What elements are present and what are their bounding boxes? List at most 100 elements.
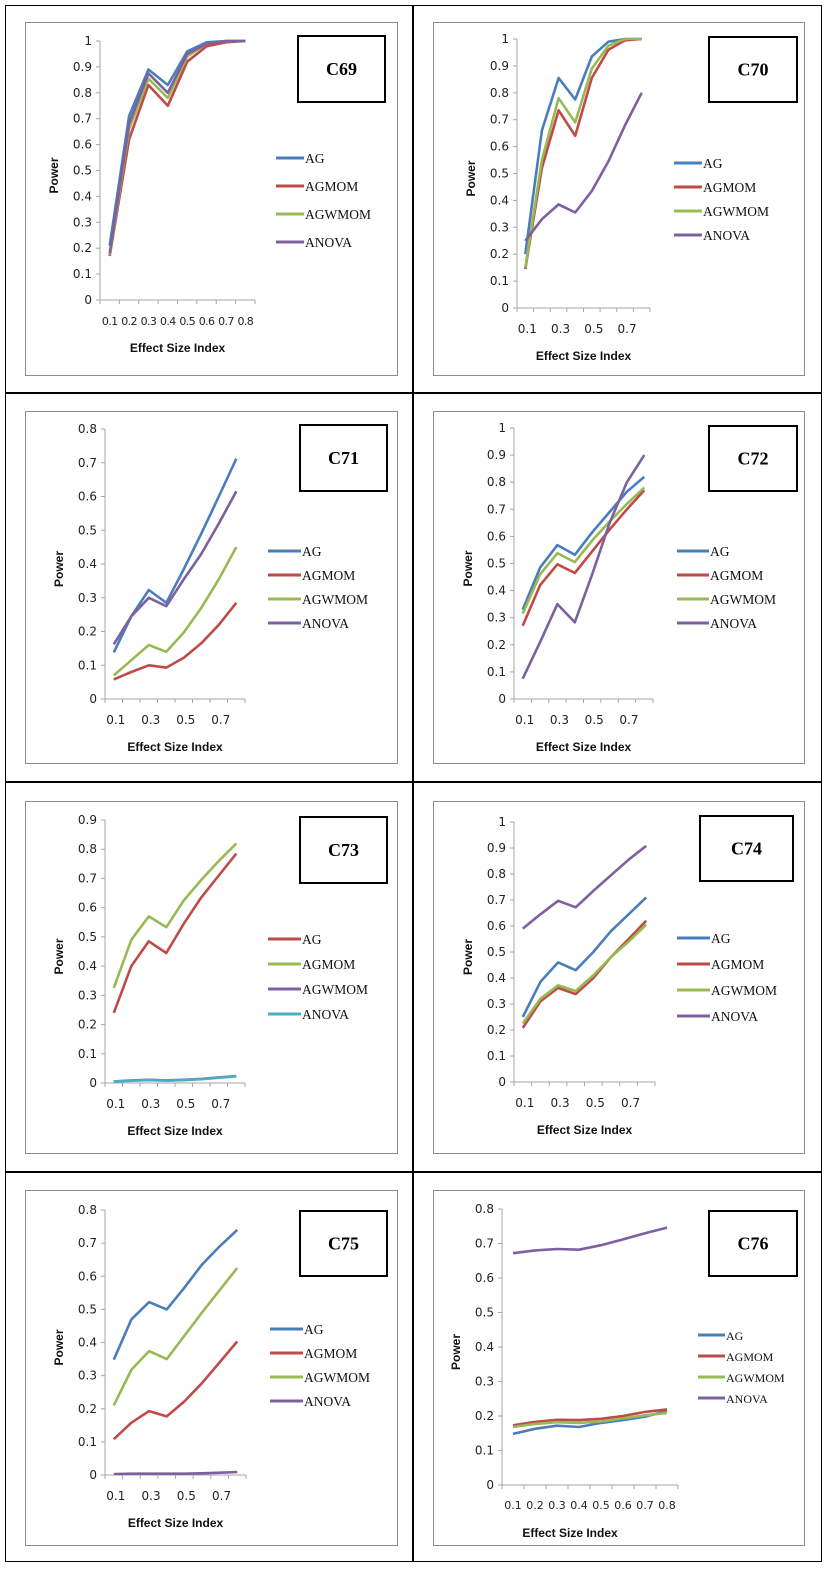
y-tick-label: 0.1: [490, 274, 509, 288]
legend-label: ANOVA: [302, 1007, 349, 1022]
y-tick-label: 0.5: [78, 523, 97, 537]
series-line-anova: [512, 1226, 668, 1255]
y-tick-label: 0.1: [475, 1444, 494, 1458]
x-tick-label: 0.5: [592, 1499, 610, 1512]
y-tick-label: 1: [498, 815, 506, 829]
x-axis-title: Effect Size Index: [536, 349, 632, 363]
y-tick-label: 0.4: [73, 189, 92, 203]
series-line-anova: [113, 1470, 238, 1476]
legend-label: AGWMOM: [726, 1371, 785, 1385]
y-tick-label: 0.5: [475, 1306, 494, 1320]
legend-label: ANOVA: [711, 1009, 758, 1024]
y-tick-label: 0.3: [490, 220, 509, 234]
y-tick-label: 1: [498, 421, 506, 435]
legend-label: ANOVA: [703, 228, 750, 243]
legend-label: AG: [302, 932, 322, 947]
y-tick-label: 0: [501, 301, 509, 315]
series-line-agmom: [521, 489, 646, 627]
chart-id-badge: [708, 425, 798, 492]
y-tick-label: 0.2: [487, 638, 506, 652]
x-axis-title: Effect Size Index: [127, 1124, 223, 1138]
x-tick-label: 0.5: [586, 1096, 605, 1110]
series-line-anova: [521, 454, 646, 680]
y-tick-label: 0.8: [78, 842, 97, 856]
series-line-agmom: [521, 919, 648, 1029]
y-tick-label: 0.5: [490, 167, 509, 181]
legend-label: AGMOM: [710, 568, 763, 583]
y-tick-label: 0.4: [78, 959, 97, 973]
legend-label: AGMOM: [711, 957, 764, 972]
series-line-agwmom: [512, 1411, 668, 1429]
y-tick-label: 0.2: [487, 1023, 506, 1037]
x-tick-label: 0.7: [619, 713, 638, 727]
y-tick-label: 0.6: [78, 1269, 97, 1283]
x-tick-label: 0.5: [585, 713, 604, 727]
series-line-agmom: [512, 1408, 668, 1427]
x-tick-label: 0.3: [141, 315, 157, 328]
series-line-agwmom: [112, 1267, 239, 1406]
y-tick-label: 0.8: [78, 1203, 97, 1217]
y-axis-title: Power: [47, 157, 61, 193]
y-tick-label: 0.3: [78, 591, 97, 605]
y-tick-label: 0: [486, 1478, 494, 1492]
series-line-ag: [112, 1228, 239, 1361]
legend-label: AGWMOM: [305, 207, 371, 222]
x-tick-label: 0.8: [658, 1499, 676, 1512]
series-line-anova: [108, 39, 246, 254]
legend-label: AGMOM: [703, 180, 756, 195]
grid-divider-row-2: [5, 781, 822, 783]
x-tick-label: 0.5: [584, 322, 603, 336]
series-line-ag: [521, 475, 646, 611]
y-tick-label: 0.6: [78, 490, 97, 504]
legend-label: AG: [304, 1322, 324, 1337]
x-tick-label: 0.3: [141, 1097, 160, 1111]
series-line-anova: [521, 844, 648, 930]
legend-label: ANOVA: [302, 616, 349, 631]
series-line-anova: [113, 1075, 237, 1083]
x-tick-label: 0.4: [160, 315, 176, 328]
y-tick-label: 0.6: [490, 140, 509, 154]
y-tick-label: 0.6: [487, 529, 506, 543]
chart-id-label: C75: [328, 1234, 359, 1254]
x-tick-label: 0.2: [121, 315, 137, 328]
y-tick-label: 0.4: [78, 1336, 97, 1350]
chart-id-label: C72: [738, 449, 769, 469]
x-axis-title: Effect Size Index: [127, 740, 223, 754]
y-tick-label: 0.8: [73, 86, 92, 100]
y-tick-label: 0.2: [490, 247, 509, 261]
y-tick-label: 0.7: [78, 871, 97, 885]
y-tick-label: 0.7: [73, 112, 92, 126]
y-tick-label: 0.9: [73, 60, 92, 74]
x-tick-label: 0.7: [211, 713, 230, 727]
x-tick-label: 0.2: [526, 1499, 544, 1512]
legend-label: ANOVA: [305, 235, 352, 250]
x-tick-label: 0.3: [142, 1489, 161, 1503]
grid-divider-row-1: [5, 392, 822, 394]
legend-label: AGWMOM: [703, 204, 769, 219]
y-tick-label: 0: [89, 1468, 97, 1482]
y-tick-label: 0: [89, 1076, 97, 1090]
series-line-ag: [512, 1409, 668, 1436]
legend-label: ANOVA: [726, 1392, 768, 1406]
x-tick-label: 0.4: [570, 1499, 588, 1512]
y-tick-label: 0.2: [73, 241, 92, 255]
y-tick-label: 0.1: [487, 1049, 506, 1063]
chart-id-badge: [708, 1210, 798, 1277]
y-tick-label: 0.4: [78, 557, 97, 571]
series-line-agwmom: [524, 37, 642, 268]
y-tick-label: 0.3: [487, 611, 506, 625]
y-tick-label: 1: [84, 34, 92, 48]
x-tick-label: 0.3: [141, 713, 160, 727]
y-tick-label: 0.9: [487, 841, 506, 855]
y-tick-label: 0: [89, 692, 97, 706]
x-tick-label: 0.1: [518, 322, 537, 336]
x-axis-title: Effect Size Index: [522, 1526, 618, 1540]
legend-label: AGWMOM: [302, 982, 368, 997]
x-tick-label: 0.7: [621, 1096, 640, 1110]
y-tick-label: 0.4: [487, 584, 506, 598]
y-axis-title: Power: [52, 938, 66, 974]
y-tick-label: 0.8: [490, 86, 509, 100]
legend-label: AGWMOM: [304, 1370, 370, 1385]
